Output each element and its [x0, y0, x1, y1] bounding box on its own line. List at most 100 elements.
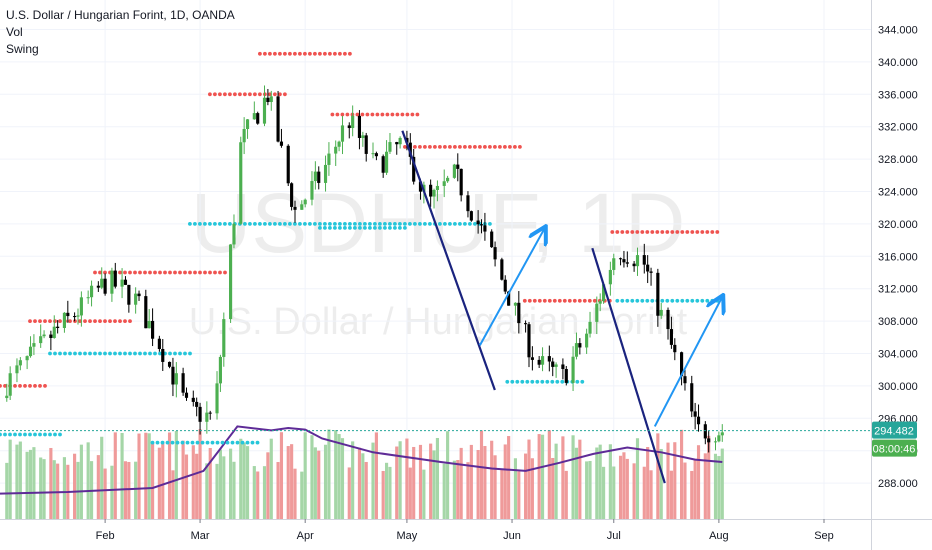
candle-body[interactable]	[144, 296, 148, 329]
candle-body[interactable]	[690, 383, 694, 412]
candle-body[interactable]	[395, 142, 399, 145]
candle-body[interactable]	[110, 270, 114, 294]
candle-body[interactable]	[456, 164, 460, 169]
candle-body[interactable]	[361, 135, 365, 138]
candle-body[interactable]	[103, 278, 107, 294]
candle-body[interactable]	[527, 324, 531, 358]
candle-body[interactable]	[269, 96, 273, 103]
candle-body[interactable]	[66, 312, 70, 317]
candle-body[interactable]	[357, 115, 362, 138]
candle-body[interactable]	[669, 329, 673, 345]
candle-body[interactable]	[578, 343, 582, 348]
indicator-swing[interactable]: Swing	[6, 42, 39, 56]
candle-body[interactable]	[239, 142, 243, 224]
candle-body[interactable]	[266, 97, 270, 103]
candle-body[interactable]	[134, 293, 138, 305]
candle-body[interactable]	[507, 291, 511, 306]
candle-body[interactable]	[720, 432, 724, 436]
candle-body[interactable]	[374, 153, 378, 157]
candle-body[interactable]	[680, 352, 684, 377]
candle-body[interactable]	[479, 224, 484, 226]
candle-body[interactable]	[137, 293, 141, 297]
candle-body[interactable]	[608, 269, 612, 285]
trendline[interactable]	[591, 247, 666, 484]
candle-body[interactable]	[384, 151, 389, 173]
candle-body[interactable]	[540, 356, 545, 365]
candle-body[interactable]	[147, 320, 151, 329]
candle-body[interactable]	[327, 153, 331, 165]
candle-body[interactable]	[466, 195, 470, 212]
candle-body[interactable]	[476, 220, 480, 225]
candle-body[interactable]	[551, 361, 555, 367]
candle-body[interactable]	[388, 142, 392, 152]
projection-arrow[interactable]	[478, 228, 545, 346]
candle-body[interactable]	[446, 177, 450, 182]
candle-body[interactable]	[547, 356, 551, 362]
candle-body[interactable]	[717, 435, 721, 442]
candle-body[interactable]	[161, 348, 165, 362]
indicator-vol[interactable]: Vol	[6, 25, 23, 39]
candle-body[interactable]	[398, 137, 402, 145]
candle-body[interactable]	[642, 255, 646, 265]
price-axis[interactable]: 288.000292.000296.000300.000304.000308.0…	[878, 25, 918, 491]
candle-body[interactable]	[42, 334, 46, 337]
candle-body[interactable]	[564, 368, 568, 383]
candle-body[interactable]	[300, 204, 304, 210]
candle-body[interactable]	[303, 199, 307, 205]
candle-body[interactable]	[317, 171, 321, 183]
candle-body[interactable]	[435, 185, 440, 191]
candle-body[interactable]	[429, 184, 433, 197]
candle-body[interactable]	[96, 285, 100, 288]
candle-body[interactable]	[459, 168, 463, 196]
candle-body[interactable]	[28, 346, 33, 357]
candle-body[interactable]	[89, 285, 94, 298]
candle-body[interactable]	[537, 359, 541, 365]
candle-body[interactable]	[32, 343, 36, 347]
candle-body[interactable]	[371, 153, 375, 155]
candle-body[interactable]	[666, 309, 670, 330]
candle-body[interactable]	[524, 323, 528, 325]
candle-body[interactable]	[171, 366, 175, 385]
trendline[interactable]	[401, 130, 496, 391]
candle-body[interactable]	[602, 284, 606, 302]
candle-body[interactable]	[39, 336, 43, 344]
candle-body[interactable]	[347, 125, 351, 129]
candle-body[interactable]	[707, 438, 711, 443]
candle-body[interactable]	[452, 164, 456, 178]
candle-body[interactable]	[442, 181, 446, 186]
candle-body[interactable]	[181, 373, 185, 393]
symbol-title[interactable]: U.S. Dollar / Hungarian Forint, 1D, OAND…	[6, 8, 235, 22]
candle-body[interactable]	[646, 264, 650, 272]
candle-body[interactable]	[232, 223, 236, 245]
candle-body[interactable]	[191, 397, 195, 402]
trendline-drawings[interactable]	[401, 130, 722, 484]
candle-body[interactable]	[334, 146, 338, 154]
candle-body[interactable]	[100, 278, 104, 288]
candle-body[interactable]	[469, 211, 473, 221]
candle-body[interactable]	[632, 263, 636, 267]
candle-body[interactable]	[323, 164, 328, 183]
candle-body[interactable]	[279, 141, 284, 146]
candle-body[interactable]	[500, 259, 504, 280]
candle-body[interactable]	[571, 356, 575, 383]
candle-body[interactable]	[252, 113, 256, 120]
candle-body[interactable]	[123, 279, 128, 285]
candle-body[interactable]	[184, 392, 189, 398]
candle-body[interactable]	[625, 262, 629, 264]
candle-body[interactable]	[310, 181, 314, 200]
candle-body[interactable]	[588, 321, 592, 334]
candle-body[interactable]	[215, 383, 219, 414]
candle-body[interactable]	[113, 270, 117, 287]
candle-body[interactable]	[656, 272, 660, 316]
candle-body[interactable]	[198, 406, 202, 422]
candle-body[interactable]	[503, 279, 507, 292]
candle-body[interactable]	[208, 412, 212, 414]
candle-body[interactable]	[513, 302, 517, 306]
candle-body[interactable]	[635, 255, 640, 267]
candle-body[interactable]	[381, 156, 385, 173]
candle-body[interactable]	[618, 258, 623, 260]
candle-body[interactable]	[52, 326, 56, 338]
candle-body[interactable]	[713, 441, 718, 443]
candle-body[interactable]	[276, 96, 280, 142]
candle-body[interactable]	[242, 128, 246, 143]
